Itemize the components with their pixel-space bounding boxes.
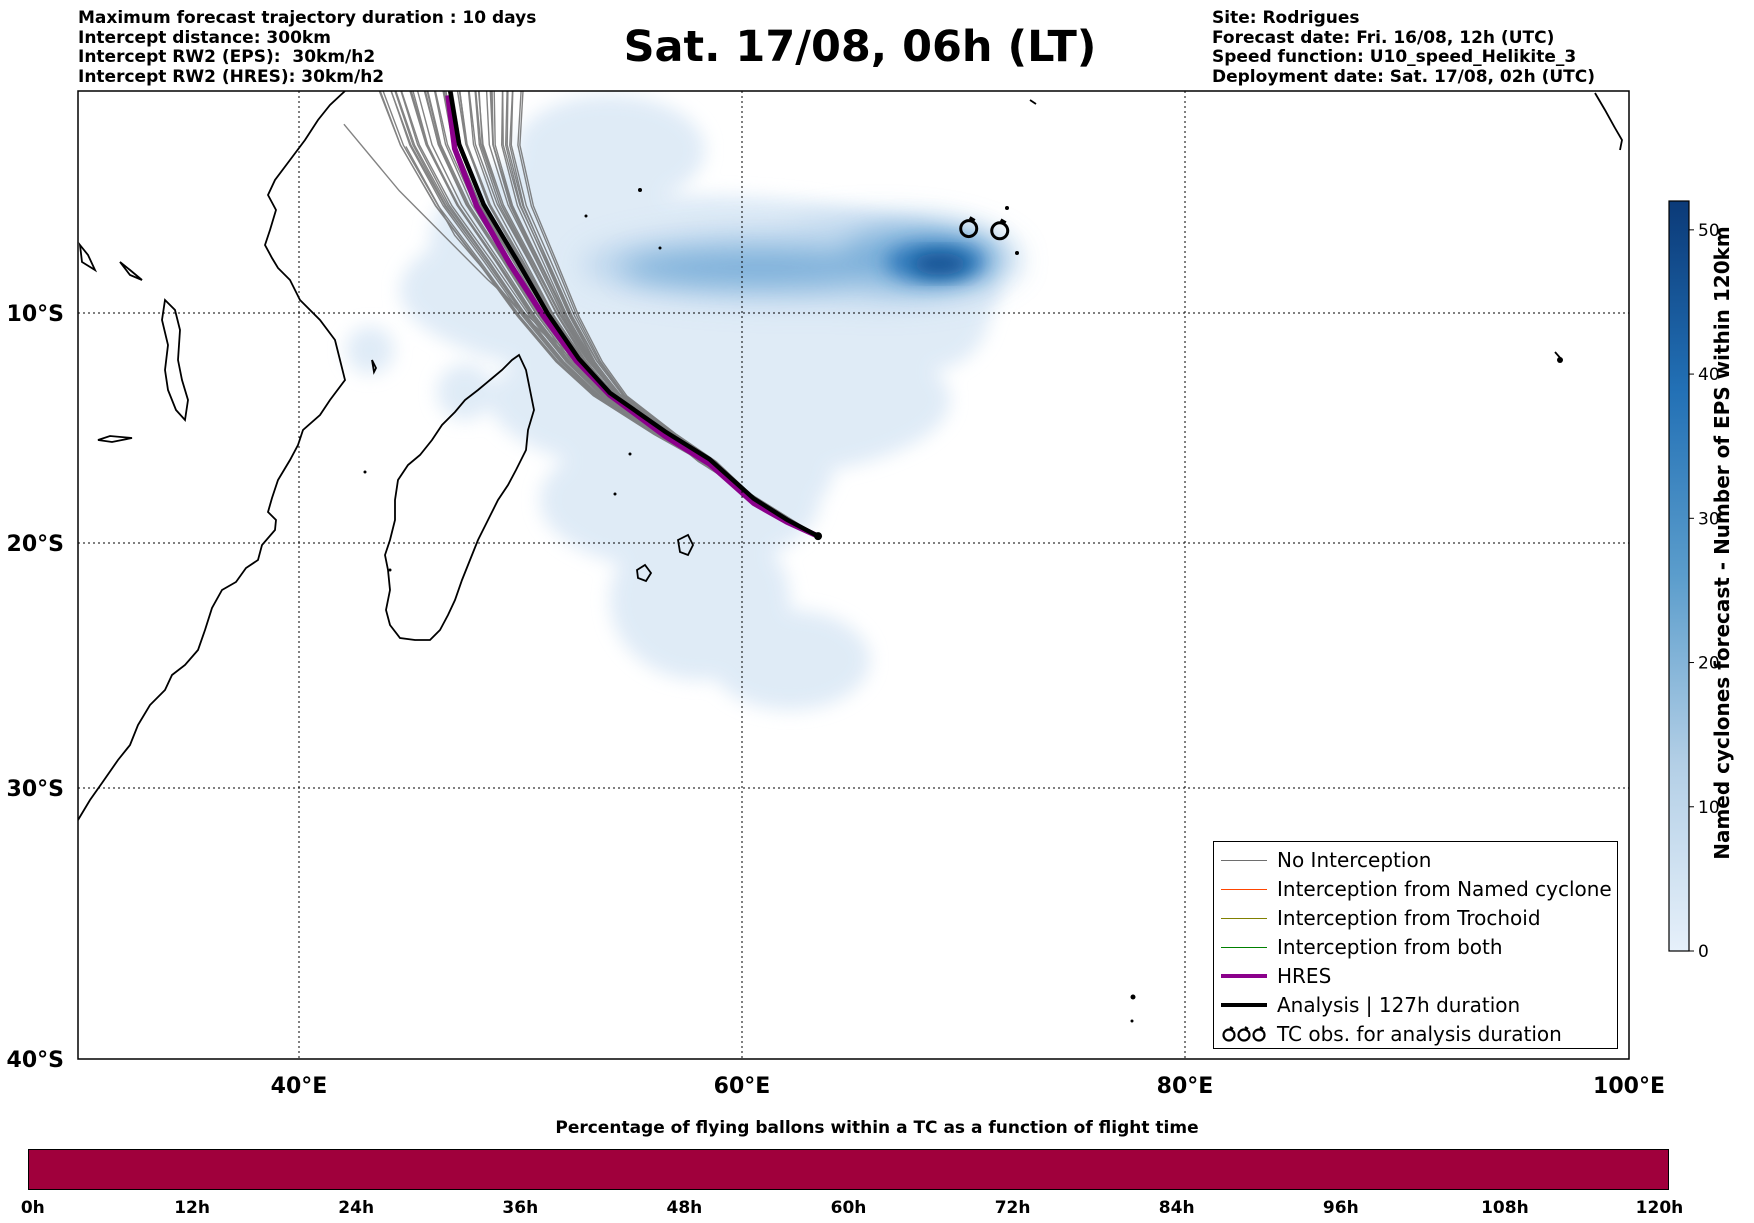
legend-label: Interception from Named cyclone: [1277, 877, 1612, 901]
legend-label: Interception from Trochoid: [1277, 906, 1541, 930]
info-line: Deployment date: Sat. 17/08, 02h (UTC): [1212, 66, 1596, 87]
legend-item: TC obs. for analysis duration: [1214, 1020, 1617, 1048]
tc-obs-icon: [990, 218, 1010, 241]
flight-time-tick-label: 60h: [830, 1198, 867, 1218]
info-line: Forecast date: Fri. 16/08, 12h (UTC): [1212, 27, 1555, 48]
map-frame: [77, 90, 1630, 1060]
site-parameters: Site: Rodrigues Forecast date: Fri. 16/0…: [1212, 8, 1596, 87]
colorbar: [1668, 200, 1690, 952]
map-title: Sat. 17/08, 06h (LT): [623, 22, 1097, 72]
flight-time-tick-label: 24h: [338, 1198, 375, 1218]
colorbar-ticks: 0 10 20 30 40 50: [1689, 221, 1720, 962]
flight-time-tick-label: 96h: [1322, 1198, 1359, 1218]
info-line: Site: Rodrigues: [1212, 8, 1360, 28]
tc-observations: [959, 216, 1010, 241]
legend-swatch: [1221, 888, 1267, 890]
info-line: Maximum forecast trajectory duration : 1…: [78, 8, 537, 28]
legend-swatch: [1221, 859, 1267, 861]
lon-tick-label: 100°E: [1593, 1074, 1665, 1099]
release-site-marker: [814, 532, 823, 541]
analysis-track: [447, 91, 820, 539]
legend-label: No Interception: [1277, 848, 1432, 872]
colorbar-tick-label: 40: [1698, 365, 1720, 385]
flight-time-tick-label: 0h: [20, 1198, 45, 1218]
legend-item: No Interception: [1214, 846, 1617, 874]
forecast-parameters: Maximum forecast trajectory duration : 1…: [78, 8, 537, 87]
flight-time-bar: [28, 1149, 1669, 1190]
legend-item: Analysis | 127h duration: [1214, 991, 1617, 1019]
legend-swatch: [1221, 974, 1267, 978]
flight-time-tick-label: 36h: [502, 1198, 539, 1218]
legend-swatch: [1221, 917, 1267, 919]
info-line: Intercept RW2 (EPS): 30km/h2: [78, 47, 376, 67]
madagascar-coast: [384, 353, 535, 641]
colorbar-tick-label: 30: [1698, 509, 1720, 529]
legend: No Interception Interception from Named …: [1213, 841, 1618, 1049]
flight-time-tick-label: 120h: [1635, 1198, 1684, 1218]
legend-item: HRES: [1214, 962, 1617, 990]
info-line: Intercept RW2 (HRES): 30km/h2: [78, 66, 385, 87]
flight-time-tick-label: 72h: [994, 1198, 1031, 1218]
colorbar-tick-label: 50: [1698, 221, 1720, 241]
colorbar-label: Named cyclones forecast - Number of EPS …: [1710, 226, 1734, 860]
legend-swatch: [1221, 946, 1267, 948]
lat-tick-label: 20°S: [7, 532, 64, 557]
legend-item: Interception from Trochoid: [1214, 904, 1617, 932]
flight-time-tick-label: 12h: [174, 1198, 210, 1218]
legend-label: TC obs. for analysis duration: [1277, 1022, 1562, 1046]
legend-item: Interception from both: [1214, 933, 1617, 961]
legend-label: HRES: [1277, 964, 1332, 988]
legend-item: Interception from Named cyclone: [1214, 875, 1617, 903]
reunion-coast: [636, 563, 653, 583]
tc-obs-icon: [959, 216, 979, 239]
legend-label: Analysis | 127h duration: [1277, 993, 1521, 1017]
flight-time-tick-label: 48h: [666, 1198, 703, 1218]
tc-symbol-icon: [1222, 1026, 1266, 1042]
flight-time-tick-label: 108h: [1481, 1198, 1529, 1218]
africa-coast: [78, 91, 346, 821]
lat-tick-label: 30°S: [7, 777, 64, 802]
mauritius-coast: [677, 533, 695, 557]
flight-time-bar-title: Percentage of flying ballons within a TC…: [555, 1118, 1199, 1138]
cyclone-density-field: [346, 95, 1000, 710]
legend-swatch: [1221, 1003, 1267, 1007]
lon-tick-label: 40°E: [271, 1074, 328, 1099]
lon-tick-label: 60°E: [714, 1074, 771, 1099]
coastlines: [78, 91, 1623, 821]
lon-tick-label: 80°E: [1157, 1074, 1214, 1099]
colorbar-tick-label: 0: [1698, 942, 1709, 962]
legend-label: Interception from both: [1277, 935, 1503, 959]
hres-track: [445, 95, 820, 539]
colorbar-tick-label: 20: [1698, 654, 1720, 674]
lat-tick-label: 40°S: [7, 1048, 64, 1073]
colorbar-tick-label: 10: [1698, 798, 1720, 818]
info-line: Intercept distance: 300km: [78, 27, 331, 48]
flight-time-tick-label: 84h: [1158, 1198, 1195, 1218]
map-grid: [78, 91, 1629, 1059]
info-line: Speed function: U10_speed_Helikite_3: [1212, 47, 1577, 67]
lat-tick-label: 10°S: [7, 302, 64, 327]
